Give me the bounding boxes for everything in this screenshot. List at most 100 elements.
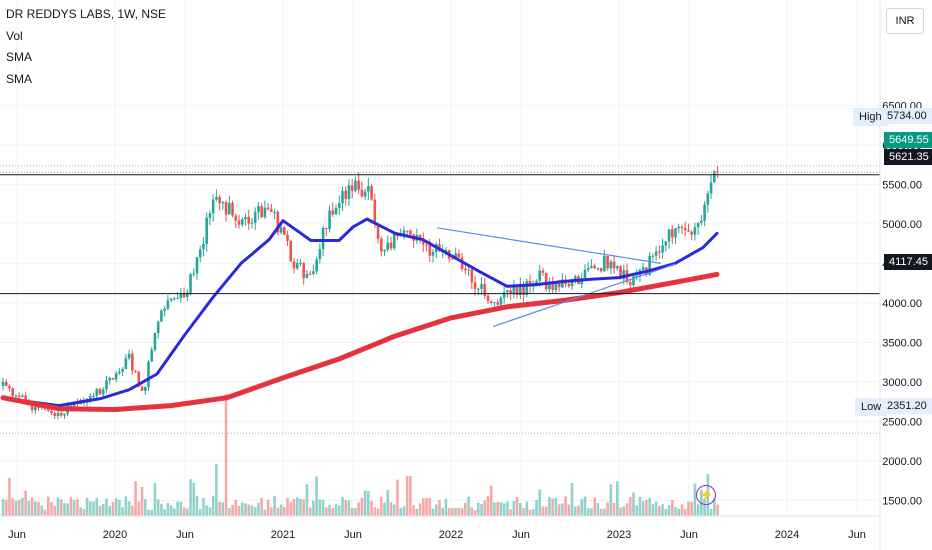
- lightning-bolt-icon[interactable]: ⚡: [696, 485, 716, 505]
- candle-body: [538, 270, 542, 281]
- volume-bar: [82, 509, 86, 516]
- candle-body: [53, 413, 57, 416]
- candle-body: [215, 196, 218, 200]
- volume-bar: [88, 501, 92, 516]
- symbol-title[interactable]: DR REDDYS LABS, 1W, NSE: [6, 7, 167, 21]
- candle-body: [470, 269, 474, 283]
- volume-bar: [337, 505, 341, 516]
- candle-body: [583, 269, 587, 279]
- volume-bar: [399, 508, 402, 516]
- volume-bar: [295, 497, 299, 516]
- volume-bar: [253, 507, 257, 516]
- candle-body: [14, 395, 18, 397]
- candle-body: [253, 211, 257, 223]
- volume-bar: [696, 504, 700, 516]
- level-lower-tag: 4117.45: [884, 254, 932, 270]
- volume-bar: [583, 496, 587, 516]
- horizontal-levels: [0, 165, 880, 434]
- volume-bar: [363, 490, 367, 516]
- y-tick-label: 2000.00: [882, 456, 922, 468]
- volume-bar: [519, 502, 522, 516]
- volume-bar: [396, 479, 399, 516]
- candle-body: [522, 283, 525, 296]
- candle-body: [716, 171, 719, 173]
- candle-body: [464, 268, 467, 271]
- candle-body: [21, 395, 24, 397]
- indicator-vol[interactable]: Vol: [6, 28, 23, 43]
- candle-body: [680, 226, 684, 229]
- y-tick-label: 3500.00: [882, 337, 922, 349]
- candle-body: [211, 199, 215, 214]
- volume-bar: [328, 504, 331, 516]
- candle-body: [105, 380, 108, 390]
- candle-body: [150, 349, 154, 362]
- candle-body: [551, 281, 554, 291]
- candle-body: [489, 301, 493, 303]
- volume-bar: [641, 501, 645, 516]
- volume-bar: [185, 508, 189, 516]
- volume-bar: [677, 508, 681, 516]
- candle-body: [651, 255, 655, 257]
- candle-body: [111, 377, 115, 380]
- volume-bar: [63, 503, 66, 516]
- volume-bar: [315, 476, 318, 516]
- candle-body: [473, 282, 477, 290]
- volume-bar: [286, 497, 289, 516]
- volume-bar: [638, 496, 642, 516]
- candle-body: [493, 302, 496, 304]
- candle-body: [405, 230, 409, 232]
- volume-bar: [431, 508, 435, 516]
- candle-body: [292, 261, 296, 269]
- candle-body: [696, 222, 700, 228]
- volume-bar: [150, 509, 154, 516]
- candle-body: [573, 276, 577, 280]
- candle-body: [325, 227, 328, 230]
- volume-bar: [373, 507, 377, 516]
- candle-body: [308, 273, 312, 275]
- candle-body: [202, 243, 205, 250]
- volume-bar: [205, 505, 208, 516]
- volume-bar: [98, 505, 102, 516]
- volume-bar: [599, 508, 603, 516]
- candle-body: [46, 408, 50, 411]
- volume-bar: [308, 507, 312, 516]
- candle-body: [176, 298, 179, 300]
- volume-bar: [376, 508, 380, 516]
- sma-short-line: [15, 217, 719, 408]
- candle-body: [98, 388, 102, 395]
- volume-bar: [531, 509, 535, 516]
- candle-body: [519, 283, 522, 295]
- volume-bar: [263, 509, 267, 516]
- currency-button[interactable]: INR: [886, 8, 924, 34]
- volume-bar: [379, 496, 383, 516]
- candle-body: [11, 388, 14, 396]
- volume-bar: [538, 489, 542, 516]
- candle-body: [376, 224, 380, 239]
- candle-body: [263, 207, 267, 218]
- y-tick-label: 5500.00: [882, 179, 922, 191]
- candle-body: [234, 215, 238, 221]
- volume-bar: [680, 504, 684, 516]
- volume-bar: [499, 502, 503, 516]
- volume-bar: [645, 500, 648, 516]
- candle-body: [363, 191, 367, 197]
- volume-bar: [438, 499, 441, 516]
- candle-body: [34, 406, 37, 411]
- candle-body: [166, 300, 170, 309]
- candle-body: [289, 240, 293, 262]
- volume-bar: [434, 504, 438, 516]
- volume-bar: [561, 503, 564, 516]
- volume-bar: [8, 477, 11, 516]
- legend: DR REDDYS LABS, 1W, NSE Vol SMA SMA: [6, 4, 166, 90]
- volume-bar: [609, 484, 613, 516]
- candle-body: [431, 252, 435, 256]
- volume-bar: [367, 491, 370, 516]
- volume-bar: [341, 497, 344, 516]
- candle-body: [386, 242, 390, 250]
- volume-bar: [470, 507, 474, 516]
- indicator-sma-long[interactable]: SMA: [6, 71, 33, 86]
- volume-bar: [428, 498, 432, 516]
- indicator-sma-short[interactable]: SMA: [6, 50, 33, 64]
- volume-bar: [140, 486, 144, 516]
